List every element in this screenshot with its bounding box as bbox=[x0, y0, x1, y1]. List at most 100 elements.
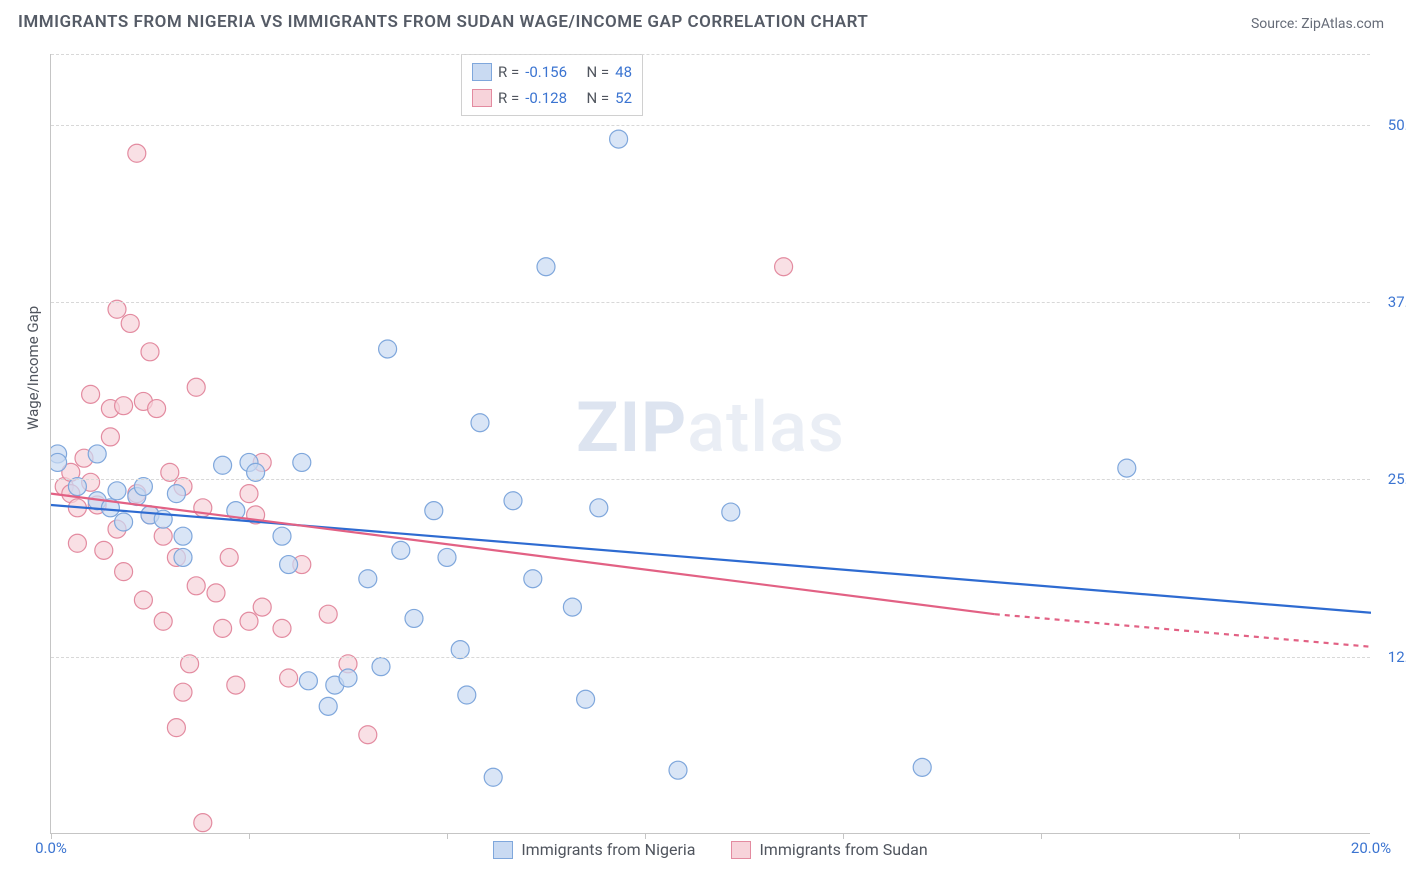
sudan-point bbox=[220, 548, 238, 566]
gridline bbox=[51, 302, 1370, 303]
sudan-point bbox=[187, 378, 205, 396]
gridline bbox=[51, 54, 1370, 55]
nigeria-point bbox=[524, 570, 542, 588]
sudan-point bbox=[154, 612, 172, 630]
legend-item-sudan: Immigrants from Sudan bbox=[731, 840, 927, 859]
nigeria-point bbox=[669, 761, 687, 779]
swatch-nigeria-icon bbox=[493, 841, 513, 859]
nigeria-point bbox=[610, 130, 628, 148]
nigeria-point bbox=[537, 258, 555, 276]
nigeria-point bbox=[590, 499, 608, 517]
x-tick-mark bbox=[1041, 833, 1042, 839]
x-tick-mark bbox=[645, 833, 646, 839]
nigeria-point bbox=[88, 445, 106, 463]
sudan-point bbox=[187, 577, 205, 595]
sudan-point bbox=[115, 563, 133, 581]
bottom-legend: Immigrants from Nigeria Immigrants from … bbox=[51, 840, 1370, 859]
sudan-point bbox=[167, 719, 185, 737]
sudan-point bbox=[101, 428, 119, 446]
nigeria-point bbox=[115, 513, 133, 531]
y-tick-label: 37.5% bbox=[1388, 293, 1406, 311]
nigeria-point bbox=[504, 492, 522, 510]
nigeria-point bbox=[214, 456, 232, 474]
y-tick-label: 25.0% bbox=[1388, 470, 1406, 488]
sudan-point bbox=[359, 726, 377, 744]
plot-area: ZIPatlas R = -0.156 N = 48 R = -0.128 N … bbox=[50, 54, 1370, 834]
gridline bbox=[51, 479, 1370, 480]
sudan-point bbox=[319, 605, 337, 623]
nigeria-point bbox=[280, 556, 298, 574]
sudan-point bbox=[134, 591, 152, 609]
nigeria-point bbox=[108, 482, 126, 500]
x-tick-mark bbox=[1239, 833, 1240, 839]
stats-legend: R = -0.156 N = 48 R = -0.128 N = 52 bbox=[461, 54, 643, 116]
sudan-point bbox=[82, 385, 100, 403]
sudan-point bbox=[128, 144, 146, 162]
legend-item-nigeria: Immigrants from Nigeria bbox=[493, 840, 695, 859]
nigeria-point bbox=[484, 768, 502, 786]
nigeria-point bbox=[471, 414, 489, 432]
y-tick-label: 12.5% bbox=[1388, 648, 1406, 666]
sudan-point bbox=[775, 258, 793, 276]
nigeria-point bbox=[425, 502, 443, 520]
sudan-point bbox=[207, 584, 225, 602]
nigeria-point bbox=[438, 548, 456, 566]
gridline bbox=[51, 125, 1370, 126]
sudan-point bbox=[253, 598, 271, 616]
sudan-point bbox=[240, 485, 258, 503]
stats-row-sudan: R = -0.128 N = 52 bbox=[472, 85, 632, 111]
y-tick-label: 50.0% bbox=[1388, 116, 1406, 134]
nigeria-point bbox=[458, 686, 476, 704]
nigeria-point bbox=[372, 658, 390, 676]
x-tick-mark bbox=[447, 833, 448, 839]
sudan-point bbox=[227, 676, 245, 694]
sudan-point bbox=[95, 541, 113, 559]
sudan-point bbox=[141, 343, 159, 361]
swatch-sudan bbox=[472, 89, 492, 107]
nigeria-point bbox=[273, 527, 291, 545]
sudan-point bbox=[280, 669, 298, 687]
nigeria-point bbox=[174, 527, 192, 545]
regression-line bbox=[51, 505, 1371, 613]
sudan-point bbox=[121, 314, 139, 332]
swatch-nigeria bbox=[472, 63, 492, 81]
nigeria-point bbox=[913, 758, 931, 776]
nigeria-point bbox=[577, 690, 595, 708]
sudan-point bbox=[240, 612, 258, 630]
sudan-point bbox=[148, 400, 166, 418]
nigeria-point bbox=[299, 672, 317, 690]
chart-title: IMMIGRANTS FROM NIGERIA VS IMMIGRANTS FR… bbox=[18, 12, 868, 32]
regression-line bbox=[995, 614, 1371, 647]
nigeria-point bbox=[319, 697, 337, 715]
sudan-point bbox=[174, 683, 192, 701]
sudan-point bbox=[115, 397, 133, 415]
swatch-sudan-icon bbox=[731, 841, 751, 859]
scatter-svg bbox=[51, 54, 1371, 834]
stats-row-nigeria: R = -0.156 N = 48 bbox=[472, 59, 632, 85]
y-axis-label: Wage/Income Gap bbox=[24, 306, 42, 430]
x-tick-mark bbox=[843, 833, 844, 839]
sudan-point bbox=[68, 534, 86, 552]
nigeria-point bbox=[405, 609, 423, 627]
nigeria-point bbox=[167, 485, 185, 503]
x-tick-mark bbox=[249, 833, 250, 839]
nigeria-point bbox=[174, 548, 192, 566]
sudan-point bbox=[154, 527, 172, 545]
legend-label-sudan: Immigrants from Sudan bbox=[759, 840, 927, 859]
nigeria-point bbox=[722, 503, 740, 521]
sudan-point bbox=[214, 619, 232, 637]
nigeria-point bbox=[339, 669, 357, 687]
nigeria-point bbox=[379, 340, 397, 358]
nigeria-point bbox=[1118, 459, 1136, 477]
regression-line bbox=[51, 494, 995, 615]
source-label: Source: ZipAtlas.com bbox=[1251, 16, 1384, 32]
nigeria-point bbox=[51, 453, 67, 471]
nigeria-point bbox=[563, 598, 581, 616]
x-tick-label: 20.0% bbox=[1351, 839, 1391, 857]
gridline bbox=[51, 657, 1370, 658]
nigeria-point bbox=[293, 453, 311, 471]
sudan-point bbox=[194, 814, 212, 832]
sudan-point bbox=[273, 619, 291, 637]
x-tick-label: 0.0% bbox=[35, 839, 67, 857]
nigeria-point bbox=[392, 541, 410, 559]
